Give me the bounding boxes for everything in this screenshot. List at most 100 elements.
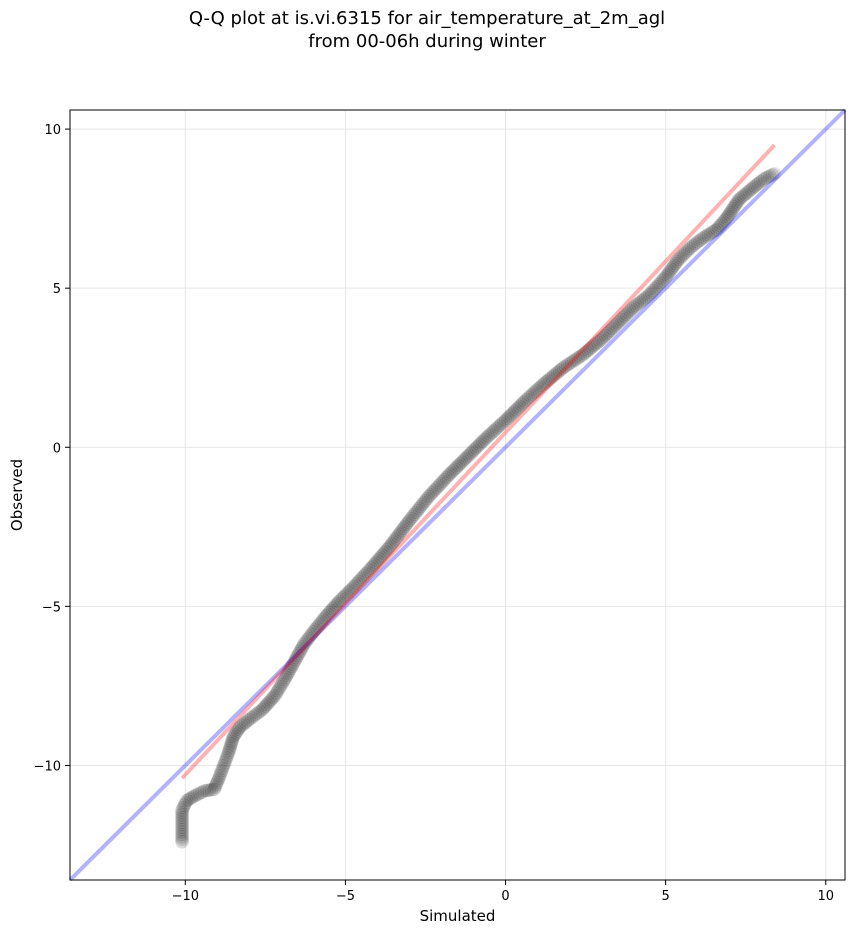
quantile-point-312: [671, 252, 686, 267]
quantile-point-2: [175, 829, 190, 844]
quantile-point-52: [227, 727, 242, 742]
quantile-point-150: [383, 538, 398, 553]
quantile-point-77: [270, 683, 285, 698]
quantile-point-294: [642, 287, 657, 302]
quantile-point-268: [594, 332, 609, 347]
quantile-point-355: [747, 179, 762, 194]
quantile-point-305: [661, 266, 676, 281]
quantile-point-62: [244, 710, 259, 725]
quantile-point-184: [437, 472, 452, 487]
quantile-point-54: [230, 724, 245, 739]
quantile-point-123: [337, 589, 352, 604]
quantile-point-328: [703, 226, 718, 241]
quantile-point-335: [716, 214, 731, 229]
quantile-point-341: [724, 203, 739, 218]
quantile-point-74: [266, 690, 281, 705]
quantile-point-293: [640, 289, 655, 304]
quantile-point-17: [179, 793, 194, 808]
quantile-point-34: [211, 771, 226, 786]
quantile-point-295: [644, 285, 659, 300]
quantile-point-6: [175, 820, 190, 835]
grid: [70, 110, 845, 880]
quantile-point-242: [542, 371, 557, 386]
quantile-point-319: [684, 239, 699, 254]
quantile-point-96: [294, 641, 309, 656]
quantile-point-234: [527, 385, 542, 400]
quantile-point-67: [255, 702, 270, 717]
quantile-point-25: [197, 783, 212, 798]
quantile-point-89: [285, 657, 300, 672]
quantile-point-22: [190, 787, 205, 802]
quantile-point-204: [472, 437, 487, 452]
quantile-point-59: [238, 715, 253, 730]
quantile-point-245: [548, 367, 563, 382]
quantile-point-279: [614, 312, 629, 327]
quantile-point-112: [319, 608, 334, 623]
quantile-point-253: [564, 355, 579, 370]
x-axis-label: Simulated: [420, 907, 496, 925]
quantile-point-228: [516, 395, 531, 410]
chart-title-line-2: from 00-06h during winter: [308, 31, 546, 52]
quantile-point-346: [731, 194, 746, 208]
quantile-point-97: [295, 639, 310, 654]
quantile-point-42: [219, 750, 234, 765]
quantile-point-208: [479, 430, 494, 445]
quantile-point-109: [314, 614, 329, 629]
quantile-point-36: [213, 766, 228, 781]
reference-line: [68, 108, 847, 882]
quantile-point-134: [357, 568, 372, 583]
quantile-point-49: [224, 734, 239, 749]
quantile-point-154: [389, 531, 404, 546]
quantile-point-196: [458, 451, 473, 466]
x-tick-label-2: 0: [501, 889, 509, 904]
quantile-point-252: [562, 356, 577, 371]
quantile-point-269: [596, 330, 611, 345]
quantile-point-139: [365, 559, 380, 574]
quantile-point-172: [416, 495, 431, 510]
quantile-point-276: [608, 317, 623, 332]
quantile-point-288: [630, 297, 645, 312]
quantile-point-265: [588, 336, 603, 351]
quantile-point-127: [344, 581, 359, 596]
quantile-point-146: [376, 546, 391, 561]
quantile-point-274: [605, 321, 620, 336]
quantile-point-3: [175, 827, 190, 842]
quantile-point-29: [207, 782, 222, 797]
quantile-point-69: [258, 699, 273, 714]
quantile-point-102: [303, 629, 318, 644]
quantile-point-339: [722, 207, 737, 222]
quantile-point-280: [615, 310, 630, 325]
quantile-point-199: [463, 446, 478, 461]
quantile-point-197: [460, 449, 475, 464]
quantile-point-283: [621, 305, 636, 320]
quantile-point-149: [381, 540, 396, 555]
quantile-point-237: [533, 380, 548, 395]
quantile-point-225: [510, 401, 525, 416]
quantile-point-61: [242, 712, 257, 727]
quantile-point-44: [221, 745, 236, 760]
x-tick-label-4: 10: [818, 889, 835, 904]
plot-frame: [69, 109, 846, 881]
quantile-point-117: [327, 599, 342, 614]
quantile-point-143: [372, 551, 387, 566]
quantile-point-363: [765, 167, 780, 182]
quantile-point-223: [507, 404, 522, 419]
quantile-point-275: [607, 319, 622, 334]
quantile-point-14: [176, 800, 191, 815]
quantile-point-193: [453, 456, 468, 471]
quantile-point-79: [273, 679, 288, 694]
quantile-point-350: [738, 187, 753, 202]
quantile-point-37: [214, 763, 229, 778]
quantile-point-278: [612, 314, 627, 329]
quantile-point-289: [632, 295, 647, 310]
quantile-point-9: [175, 812, 190, 827]
quantile-point-140: [367, 557, 382, 572]
quantile-point-88: [284, 659, 299, 674]
quantile-point-304: [660, 268, 675, 283]
y-tick-label-4: 10: [44, 123, 61, 138]
quantile-point-359: [755, 173, 770, 187]
quantile-point-314: [675, 248, 690, 263]
quantile-point-181: [432, 478, 447, 493]
quantile-point-324: [694, 231, 709, 246]
quantile-point-256: [571, 350, 586, 365]
